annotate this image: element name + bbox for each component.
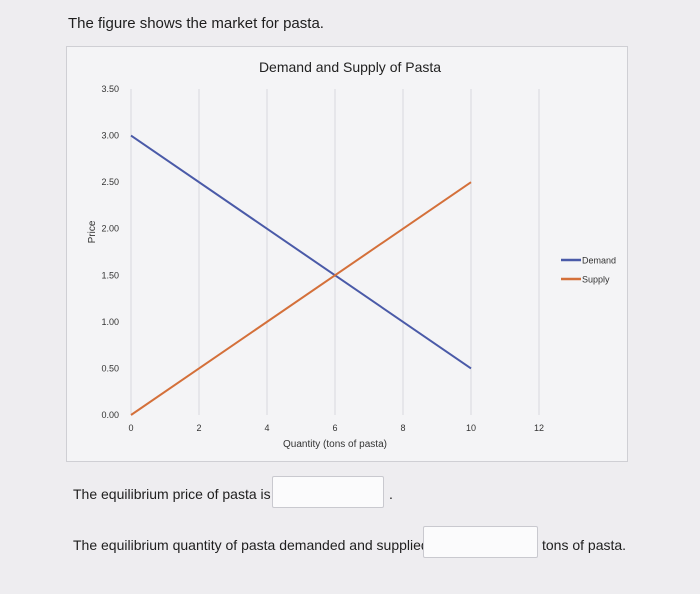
legend-label-supply: Supply: [582, 275, 610, 285]
price-question-label: The equilibrium price of pasta is $: [73, 486, 283, 502]
legend-label-demand: Demand: [582, 256, 616, 266]
x-tick-label-2: 2: [196, 423, 201, 433]
legend: Demand Supply: [561, 256, 616, 285]
y-tick-label-0-50: 0.50: [101, 363, 119, 373]
x-tick-label-10: 10: [466, 423, 476, 433]
equilibrium-price-input[interactable]: [272, 476, 384, 508]
y-tick-label-3-50: 3.50: [101, 84, 119, 94]
x-tick-label-8: 8: [400, 423, 405, 433]
chart-title: Demand and Supply of Pasta: [259, 59, 441, 75]
demand-line: [130, 134, 472, 370]
x-tick-label-12: 12: [534, 423, 544, 433]
y-tick-label-0-00: 0.00: [101, 410, 119, 420]
x-tick-label-6: 6: [332, 423, 337, 433]
y-tick-label-1-50: 1.50: [101, 270, 119, 280]
y-tick-label-2-00: 2.00: [101, 224, 119, 234]
y-axis-label: Price: [87, 220, 98, 243]
quantity-question-label: The equilibrium quantity of pasta demand…: [73, 537, 443, 553]
equilibrium-quantity-input[interactable]: [423, 526, 538, 558]
supply-line: [130, 181, 472, 416]
x-axis-label: Quantity (tons of pasta): [283, 439, 387, 450]
question-intro: The figure shows the market for pasta.: [68, 15, 324, 32]
x-tick-label-0: 0: [128, 423, 133, 433]
price-question-suffix: .: [389, 486, 393, 502]
y-tick-label-3-00: 3.00: [101, 131, 119, 141]
chart-frame: Demand and Supply of Pasta 0.00 0.50 1.00 1…: [66, 46, 628, 462]
quantity-question-suffix: tons of pasta.: [542, 537, 627, 553]
demand-supply-chart: Demand and Supply of Pasta 0.00 0.50 1.00 1…: [87, 59, 616, 450]
y-tick-label-1-00: 1.00: [101, 317, 119, 327]
y-tick-label-2-50: 2.50: [101, 177, 119, 187]
x-tick-label-4: 4: [264, 423, 269, 433]
